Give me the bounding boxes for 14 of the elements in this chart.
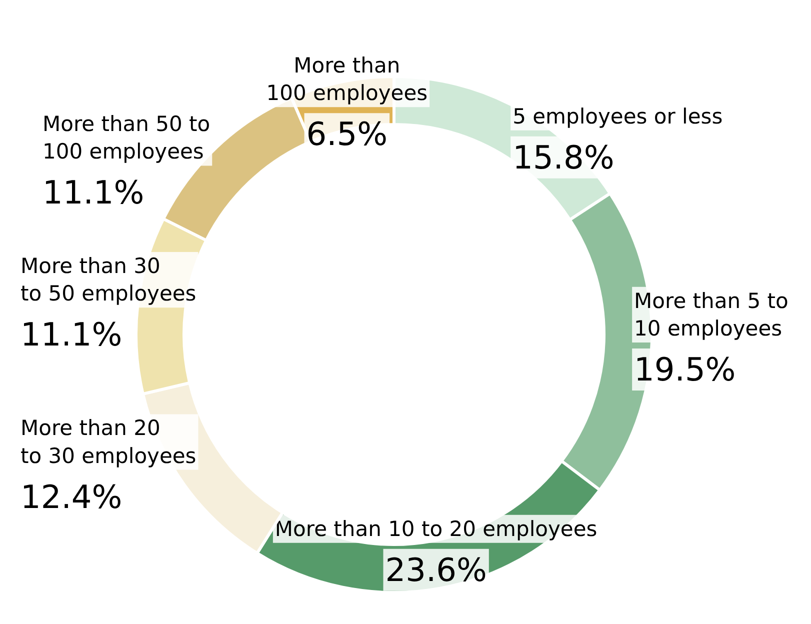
slice-label: More than 100 employees	[266, 54, 428, 106]
slice-label: More than 20 to 30 employees	[20, 416, 196, 468]
slice-label: More than 30 to 50 employees	[20, 254, 196, 306]
data-label: 15.8%	[512, 138, 614, 176]
data-label: 19.5%	[634, 350, 736, 389]
data-label: 6.5%	[306, 115, 388, 154]
data-label: 11.1%	[42, 174, 144, 212]
data-label: 23.6%	[385, 550, 487, 589]
slice-label: More than 5 to 10 employees	[634, 288, 788, 341]
data-label: 12.4%	[20, 478, 122, 516]
slice-label: More than 50 to 100 employees	[42, 112, 210, 164]
data-label: 11.1%	[20, 316, 122, 354]
slice-label: More than 10 to 20 employees	[274, 516, 598, 541]
slice-label: 5 employees or less	[512, 104, 723, 128]
